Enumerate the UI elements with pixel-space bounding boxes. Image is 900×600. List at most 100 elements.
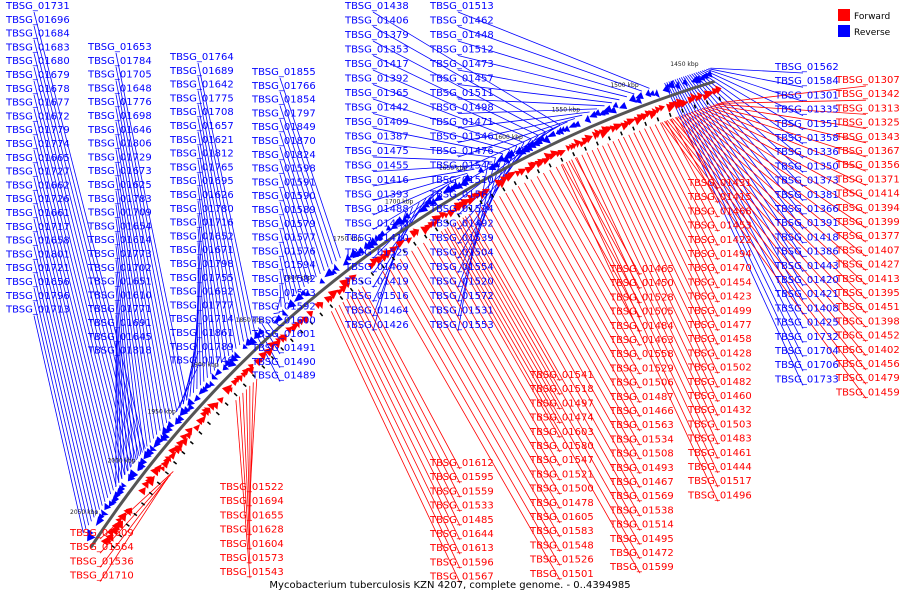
leader-line	[245, 389, 251, 536]
reverse-gene-arrow	[87, 532, 96, 542]
leader-line	[279, 133, 325, 271]
forward-gene-arrow	[687, 96, 695, 104]
forward-gene-arrow	[367, 261, 377, 270]
forward-gene-arrow	[644, 110, 652, 118]
gene-label: TBSG_01774	[5, 139, 70, 150]
leader-line	[685, 113, 867, 271]
gene-label: TBSG_01590	[251, 191, 316, 202]
gene-label: TBSG_01466	[609, 406, 674, 417]
tick-mark	[118, 533, 123, 538]
tick-mark	[413, 241, 417, 246]
forward-gene-arrow	[369, 258, 378, 266]
leader-line	[372, 168, 475, 187]
leader-line	[33, 80, 131, 468]
reverse-gene-arrow	[104, 502, 112, 511]
gene-label: TBSG_01419	[344, 277, 409, 288]
forward-gene-arrow	[446, 209, 457, 218]
leader-line	[633, 132, 719, 303]
forward-gene-arrow	[517, 168, 527, 176]
reverse-gene-arrow	[121, 482, 127, 488]
leader-line	[617, 138, 719, 346]
leader-line	[457, 118, 576, 158]
leader-line	[399, 258, 561, 538]
gene-label: TBSG_01547	[529, 455, 594, 466]
tick-mark	[693, 104, 697, 109]
reverse-gene-arrow	[167, 421, 175, 429]
forward-gene-arrow	[278, 334, 287, 343]
leader-line	[249, 382, 254, 508]
gene-label: TBSG_01824	[251, 150, 316, 161]
legend: Forward Reverse	[838, 9, 891, 38]
reverse-gene-arrow	[682, 78, 688, 87]
reverse-gene-arrow	[426, 197, 435, 206]
leader-line	[666, 120, 867, 371]
gene-label: TBSG_01683	[5, 42, 70, 53]
leader-line	[350, 295, 461, 512]
gene-label: TBSG_01438	[344, 1, 409, 12]
leader-line	[718, 99, 867, 104]
tick-mark	[289, 338, 294, 343]
leader-line	[115, 287, 132, 467]
gene-label: TBSG_01436	[344, 219, 409, 230]
forward-gene-arrow	[175, 439, 184, 448]
leader-line	[591, 150, 719, 417]
forward-gene-arrow	[471, 193, 478, 199]
gene-label: TBSG_01422	[687, 235, 752, 246]
leader-line	[696, 109, 867, 215]
leader-line	[457, 114, 583, 143]
reverse-gene-arrow	[662, 83, 671, 94]
leader-line	[338, 304, 461, 555]
reverse-gene-arrow	[331, 268, 338, 274]
gene-label: TBSG_01672	[5, 111, 70, 122]
leader-line	[115, 177, 158, 435]
forward-gene-arrow	[145, 475, 155, 487]
gene-label: TBSG_01789	[169, 342, 234, 353]
tick-mark	[402, 249, 406, 254]
leader-line	[279, 271, 286, 304]
gene-label: TBSG_01583	[529, 526, 594, 537]
leader-line	[33, 94, 128, 472]
leader-line	[115, 342, 120, 483]
gene-label: TBSG_01603	[529, 427, 594, 438]
gene-label: TBSG_01498	[429, 103, 494, 114]
gene-label: TBSG_01870	[251, 136, 316, 147]
reverse-gene-arrow	[273, 314, 283, 324]
leader-line	[690, 111, 867, 243]
tick-mark	[381, 264, 385, 269]
reverse-gene-arrow	[612, 101, 619, 108]
gene-label: TBSG_01775	[169, 93, 234, 104]
leader-line	[115, 135, 168, 423]
leader-line	[279, 77, 341, 259]
reverse-gene-arrow	[691, 75, 699, 84]
leader-line	[279, 174, 313, 281]
leader-line	[279, 243, 294, 297]
forward-gene-arrow	[504, 173, 515, 182]
reverse-gene-arrow	[204, 382, 212, 390]
forward-gene-arrow	[160, 460, 169, 469]
gene-label: TBSG_01473	[429, 59, 494, 70]
reverse-gene-arrow	[257, 328, 265, 336]
leader-line	[115, 52, 188, 400]
forward-gene-arrow	[285, 327, 292, 334]
reverse-gene-arrow	[245, 337, 254, 346]
reverse-gene-arrow	[300, 290, 307, 296]
leader-line	[382, 271, 561, 580]
gene-label: TBSG_01350	[774, 161, 839, 172]
gene-label: TBSG_01381	[774, 190, 839, 201]
tick-mark	[133, 512, 138, 517]
leader-line	[457, 121, 568, 172]
gene-label: TBSG_01656	[5, 277, 70, 288]
gene-label: TBSG_01545	[429, 161, 494, 172]
gene-label: TBSG_01395	[835, 288, 900, 299]
leader-line	[265, 320, 281, 341]
gene-label: TBSG_01522	[219, 482, 284, 493]
leader-line	[372, 11, 561, 126]
reverse-gene-arrow	[385, 225, 392, 231]
forward-gene-arrow	[289, 323, 300, 333]
legend-reverse-swatch	[838, 25, 850, 37]
tick-mark	[198, 431, 203, 435]
gene-label: TBSG_01483	[687, 434, 752, 445]
gene-label: TBSG_01423	[687, 292, 752, 303]
gene-label: TBSG_01577	[251, 233, 316, 244]
gene-label: TBSG_01455	[344, 161, 409, 172]
